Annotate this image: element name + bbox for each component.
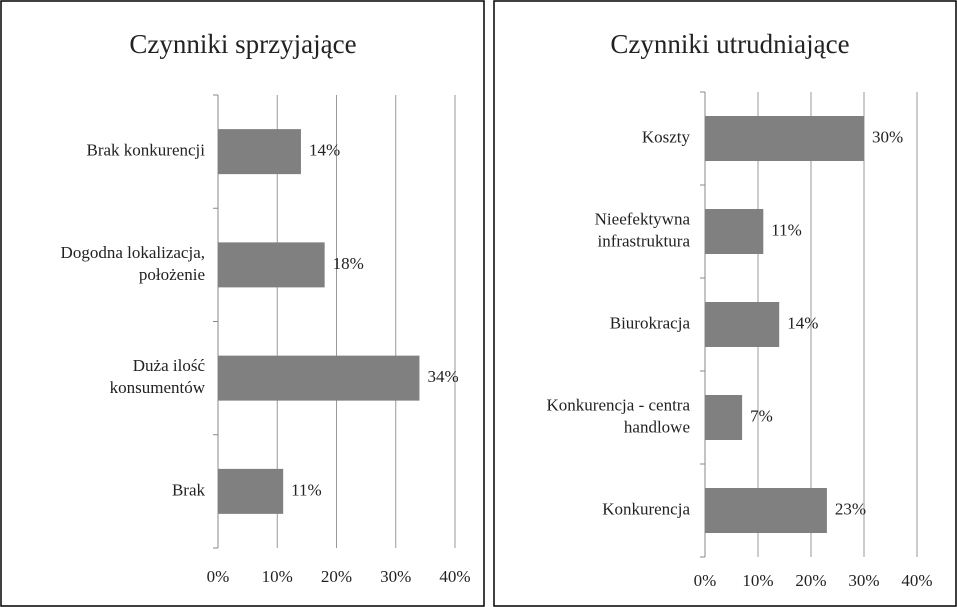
- label-line: konsumentów: [110, 378, 206, 397]
- bar: [705, 302, 780, 347]
- data-label: 14%: [309, 141, 340, 160]
- y-tick-label: Konkurencja: [602, 499, 690, 518]
- bar: [218, 355, 420, 401]
- x-tick-label: 30%: [380, 567, 411, 586]
- x-tick-label: 40%: [439, 567, 470, 586]
- label-line: Konkurencja: [602, 499, 690, 518]
- y-tick-label: Brak: [172, 480, 206, 499]
- data-label: 34%: [427, 367, 458, 386]
- label-line: Koszty: [642, 127, 691, 146]
- label-line: Dogodna lokalizacja,: [61, 243, 205, 262]
- bar: [705, 395, 743, 440]
- y-tick-label: Dogodna lokalizacja, położenie: [61, 243, 205, 284]
- label-line: handlowe: [624, 417, 690, 436]
- x-tick-label: 40%: [901, 571, 932, 590]
- label-line: Brak: [172, 480, 206, 499]
- y-tick-label: Duża ilość konsumentów: [110, 356, 206, 397]
- x-tick-label: 10%: [262, 567, 293, 586]
- label-line: infrastruktura: [597, 231, 690, 250]
- y-tick-label: Konkurencja - centra handlowe: [547, 395, 691, 436]
- y-tick-label: Biurokracja: [610, 313, 691, 332]
- label-line: położenie: [139, 265, 205, 284]
- x-tick-label: 0%: [207, 567, 230, 586]
- bar: [218, 242, 325, 288]
- label-line: Nieefektywna: [595, 209, 691, 228]
- chart-title: Czynniki sprzyjające: [129, 29, 356, 59]
- y-tick-label: Nieefektywna infrastruktura: [595, 209, 691, 250]
- bar: [705, 116, 864, 161]
- bar: [705, 209, 764, 254]
- panel-border: [493, 0, 957, 607]
- y-tick-label: Brak konkurencji: [87, 141, 206, 160]
- data-label: 14%: [787, 313, 818, 332]
- bar: [218, 129, 301, 175]
- label-line: Konkurencja - centra: [547, 395, 691, 414]
- x-tick-label: 0%: [694, 571, 717, 590]
- x-tick-label: 30%: [848, 571, 879, 590]
- x-tick-label: 20%: [795, 571, 826, 590]
- label-line: Biurokracja: [610, 313, 691, 332]
- data-label: 23%: [835, 499, 866, 518]
- data-label: 11%: [291, 480, 322, 499]
- bar: [218, 468, 284, 514]
- data-label: 11%: [771, 220, 802, 239]
- bar: [705, 488, 827, 533]
- data-label: 18%: [333, 254, 364, 273]
- data-label: 30%: [872, 127, 903, 146]
- chart-title: Czynniki utrudniające: [610, 29, 849, 59]
- y-tick-label: Koszty: [642, 127, 691, 146]
- data-label: 7%: [750, 406, 773, 425]
- x-tick-label: 20%: [321, 567, 352, 586]
- label-line: Duża ilość: [133, 356, 206, 375]
- label-line: Brak konkurencji: [87, 141, 206, 160]
- panel-border: [0, 0, 485, 607]
- x-tick-label: 10%: [742, 571, 773, 590]
